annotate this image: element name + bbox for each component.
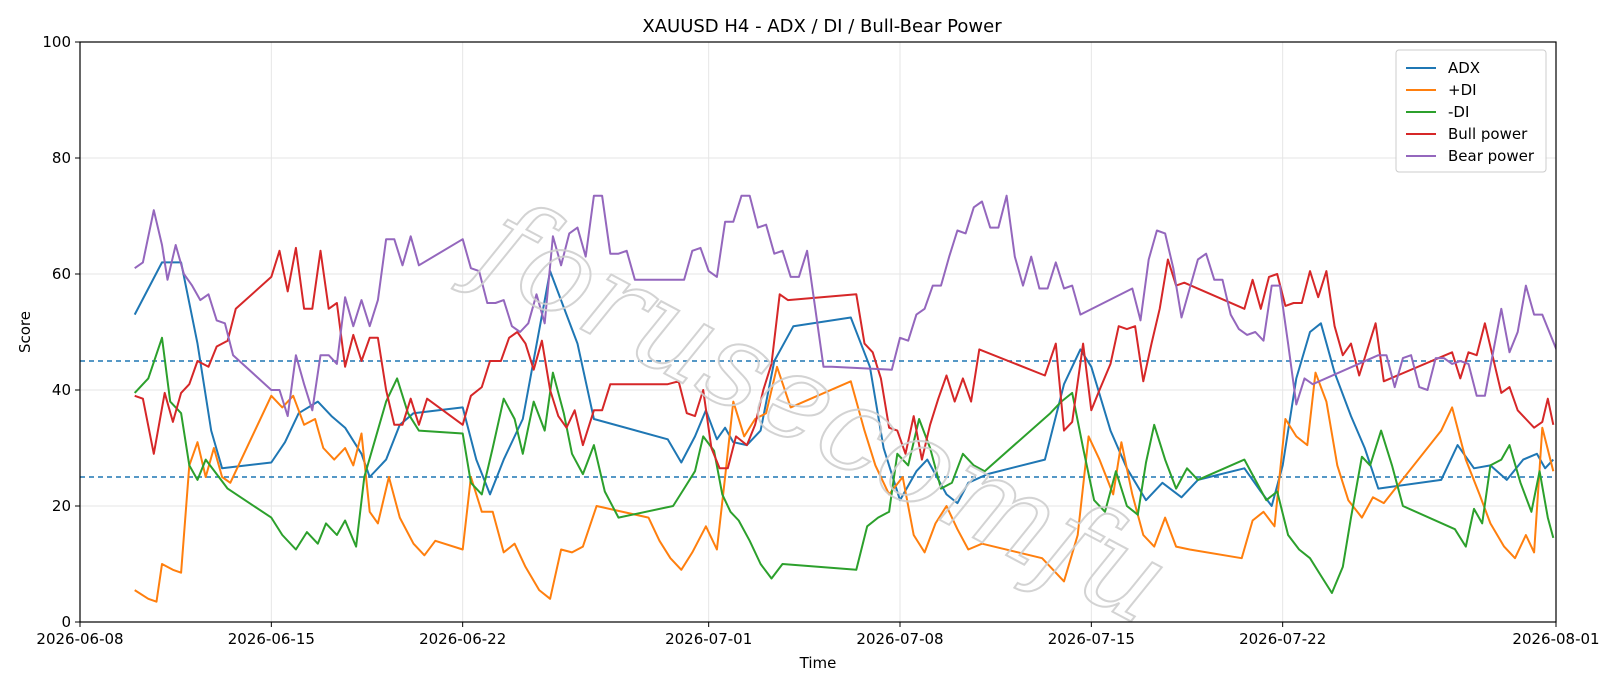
- y-axis-ticks: 0 20 40 60 80 100: [42, 33, 80, 631]
- series-layer: [133, 194, 1556, 603]
- x-tick-label: 2026-06-08: [36, 630, 123, 648]
- x-tick-label: 2026-07-22: [1239, 630, 1326, 648]
- x-tick-label: 2026-07-08: [856, 630, 943, 648]
- x-tick-label: 2026-07-15: [1048, 630, 1135, 648]
- legend: ADX +DI -DI Bull power Bear power: [1395, 49, 1547, 173]
- y-tick-label: 40: [52, 381, 71, 399]
- series-line--di: [133, 336, 1555, 594]
- y-tick-label: 20: [52, 497, 71, 515]
- legend-label: Bear power: [1448, 147, 1535, 165]
- y-tick-label: 0: [61, 613, 71, 631]
- x-tick-label: 2026-07-01: [665, 630, 752, 648]
- legend-box: [1395, 49, 1547, 173]
- y-tick-label: 100: [42, 33, 71, 51]
- y-axis-label: Score: [16, 311, 34, 353]
- series-line--di: [134, 365, 1555, 603]
- chart-title: XAUUSD H4 - ADX / DI / Bull-Bear Power: [642, 16, 1002, 37]
- y-tick-label: 60: [52, 265, 71, 283]
- legend-label: -DI: [1448, 103, 1469, 121]
- plot-frame: [79, 41, 1557, 623]
- x-tick-label: 2026-06-15: [228, 630, 315, 648]
- x-tick-label: 2026-06-22: [419, 630, 506, 648]
- legend-label: Bull power: [1448, 125, 1528, 143]
- x-tick-label: 2026-08-01: [1512, 630, 1599, 648]
- x-axis-ticks: 2026-06-08 2026-06-15 2026-06-22 2026-07-01…: [36, 622, 1600, 648]
- legend-label: ADX: [1448, 59, 1480, 77]
- reference-lines: [80, 360, 1556, 478]
- x-axis-label: Time: [799, 654, 837, 672]
- grid: [79, 41, 1557, 623]
- series-line-bull-power: [134, 246, 1555, 470]
- y-tick-label: 80: [52, 149, 71, 167]
- series-line-bear-power: [134, 194, 1556, 418]
- legend-label: +DI: [1448, 81, 1477, 99]
